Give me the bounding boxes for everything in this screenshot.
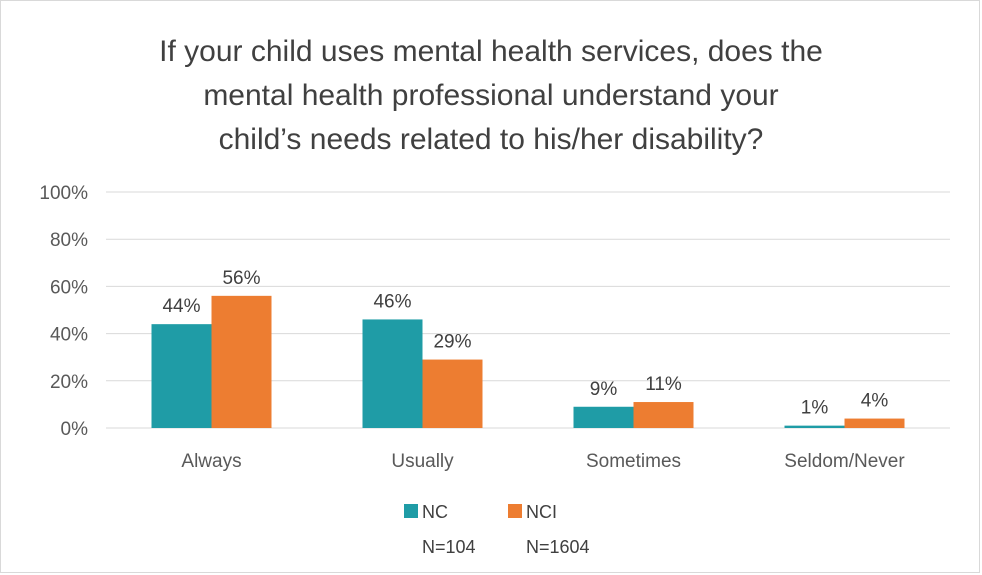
bar-nc-1 [362,319,423,428]
chart-title-line-2: mental health professional understand yo… [203,79,779,112]
bar-nci-3 [844,418,905,428]
data-label: 29% [433,332,471,353]
chart-title-line-1: If your child uses mental health service… [159,35,823,68]
y-tick-label: 20% [50,372,88,393]
bar-nc-0 [151,324,212,428]
data-label: 1% [801,398,829,419]
data-label: 4% [861,391,889,412]
chart-title: If your child uses mental health service… [0,30,982,162]
data-label: 11% [645,374,682,395]
category-label: Always [181,451,241,472]
legend-sample-size: N=1604 [526,537,590,557]
bar-nc-3 [784,425,845,428]
category-label: Usually [391,451,454,472]
chart-title-line-3: child’s needs related to his/her disabil… [218,123,764,156]
data-label: 56% [222,268,260,289]
y-tick-label: 0% [61,419,89,440]
bar-nc-2 [573,406,634,428]
legend-label: NC [422,502,448,522]
y-tick-label: 100% [39,183,88,204]
category-label: Seldom/Never [784,451,905,472]
legend-swatch-nc [404,504,418,518]
bar-nci-2 [633,402,694,428]
bar-nci-1 [422,359,483,428]
bar-nci-0 [211,295,272,428]
y-tick-label: 80% [50,230,88,251]
legend-swatch-nci [508,504,522,518]
data-label: 9% [590,379,618,400]
data-label: 44% [162,296,200,317]
y-tick-label: 40% [50,325,88,346]
data-label: 46% [373,291,411,312]
category-label: Sometimes [586,451,681,472]
y-tick-label: 60% [50,277,88,298]
legend-label: NCI [526,502,557,522]
legend-sample-size: N=104 [422,537,476,557]
